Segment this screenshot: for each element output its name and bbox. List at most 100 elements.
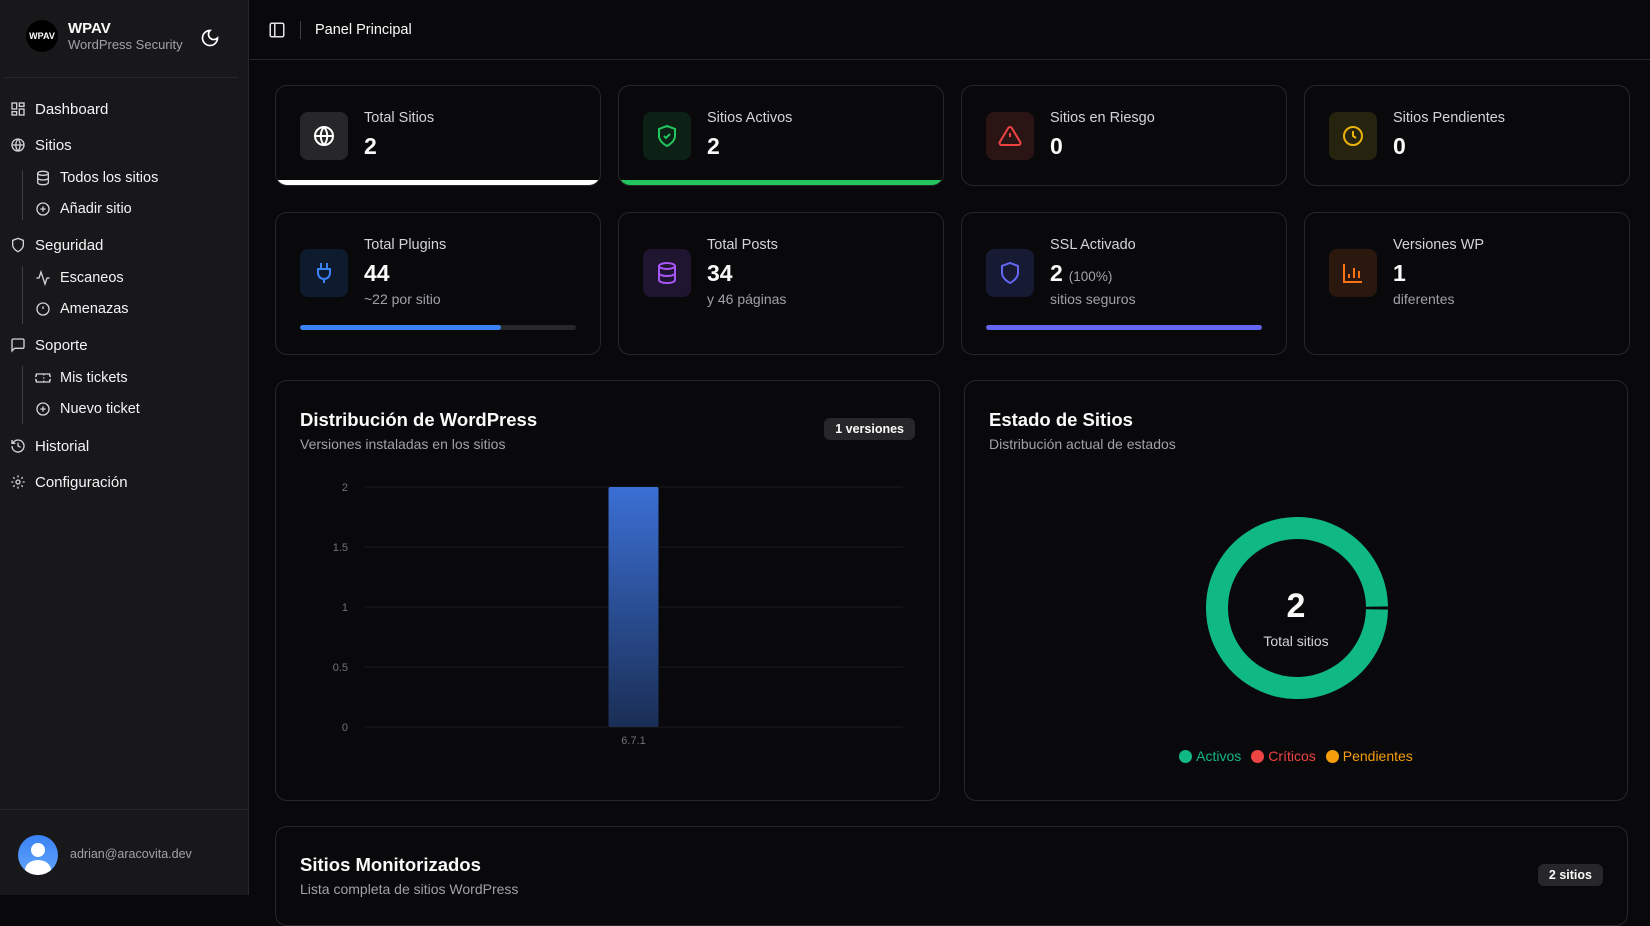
stat-label: Sitios Pendientes: [1393, 110, 1506, 126]
y-tick-label: 1: [342, 602, 348, 614]
stat-subtext: sitios seguros: [1050, 291, 1136, 307]
subnav-line: [22, 170, 23, 220]
y-tick-label: 0: [342, 722, 348, 734]
sidebar-item-amenazas[interactable]: Amenazas: [35, 297, 129, 321]
y-tick-label: 1.5: [333, 542, 348, 554]
legend-label: Activos: [1196, 748, 1242, 764]
sidebar-item-label: Todos los sitios: [60, 170, 159, 186]
stat-value: 0: [1393, 133, 1406, 159]
stat-label: Total Posts: [707, 237, 778, 253]
card-subtitle: Versiones instaladas en los sitios: [300, 436, 506, 452]
stat-bottom-bar: [619, 180, 943, 185]
brand[interactable]: WPAV WPAV WordPress Security: [26, 20, 183, 52]
stat-card-sitios-en-riesgo: Sitios en Riesgo 0: [961, 85, 1287, 186]
history-icon: [11, 439, 25, 453]
divider: [300, 20, 301, 39]
stat-card-sitios-activos: Sitios Activos 2: [618, 85, 944, 186]
stat-value: 2: [707, 133, 720, 159]
database-icon: [643, 249, 691, 297]
stat-label: Sitios en Riesgo: [1050, 110, 1155, 126]
stat-label: Versiones WP: [1393, 237, 1485, 253]
theme-toggle-moon-icon[interactable]: [200, 28, 220, 48]
legend-dot: [1179, 750, 1193, 763]
stat-label: SSL Activado: [1050, 237, 1136, 253]
stat-label: Total Sitios: [364, 110, 435, 126]
stat-value: 44: [364, 260, 390, 286]
stat-card-versiones-wp: Versiones WP 1 diferentes: [1304, 212, 1630, 355]
sidebar-item-label: Sitios: [35, 136, 72, 154]
y-tick-label: 2: [342, 482, 348, 494]
stat-label: Total Plugins: [364, 237, 447, 253]
legend-item-activos[interactable]: Activos: [1179, 748, 1241, 764]
sidebar-item-label: Soporte: [35, 336, 88, 354]
stat-bottom-bar: [276, 180, 600, 185]
sidebar-item-seguridad[interactable]: Seguridad: [10, 233, 103, 257]
plug-icon: [300, 249, 348, 297]
sidebar-item-label: Amenazas: [60, 301, 129, 317]
stat-card-total-plugins: Total Plugins 44 ~22 por sitio: [275, 212, 601, 355]
sidebar-item-label: Dashboard: [35, 100, 109, 118]
bar-6.7.1[interactable]: [608, 487, 659, 727]
sidebar-item-label: Añadir sitio: [60, 201, 132, 217]
legend-item-críticos[interactable]: Críticos: [1251, 748, 1316, 764]
stat-value: 2 (100%): [1050, 260, 1113, 286]
avatar[interactable]: [18, 835, 58, 875]
sidebar-toggle-icon[interactable]: [268, 21, 286, 39]
y-tick-label: 0.5: [333, 662, 348, 674]
sidebar-item-soporte[interactable]: Soporte: [10, 333, 88, 357]
donut-slice-activos[interactable]: [1206, 517, 1388, 699]
sidebar-item-escaneos[interactable]: Escaneos: [35, 266, 124, 290]
sidebar-item-configuración[interactable]: Configuración: [10, 470, 128, 494]
x-tick-label: 6.7.1: [621, 735, 645, 747]
sidebar-item-dashboard[interactable]: Dashboard: [10, 97, 108, 121]
legend-dot: [1325, 750, 1339, 763]
globe-icon: [300, 112, 348, 160]
legend-item-pendientes[interactable]: Pendientes: [1325, 748, 1413, 764]
bar-chart-icon: [1329, 249, 1377, 297]
brand-title: WPAV: [68, 20, 111, 37]
sidebar-item-nuevo-ticket[interactable]: Nuevo ticket: [35, 397, 140, 421]
divider: [4, 77, 238, 78]
stat-card-ssl-activado: SSL Activado 2 (100%) sitios seguros: [961, 212, 1287, 355]
user-email: adrian@aracovita.dev: [70, 847, 192, 861]
legend-label: Pendientes: [1342, 748, 1413, 764]
stat-card-total-posts: Total Posts 34 y 46 páginas: [618, 212, 944, 355]
shield-icon: [986, 249, 1034, 297]
activity-icon: [36, 270, 50, 286]
sidebar-item-label: Seguridad: [35, 236, 104, 254]
alert-circle-icon: [36, 302, 50, 316]
card-title: Distribución de WordPress: [300, 409, 538, 430]
bar-chart: 0 0.5 1 1.5 2 6.7.1: [333, 482, 903, 747]
message-square-icon: [11, 338, 25, 353]
sidebar: WPAV WPAV WordPress Security Dashboard Si…: [0, 0, 249, 895]
sidebar-item-todos-los-sitios[interactable]: Todos los sitios: [35, 166, 158, 190]
shield-icon: [12, 237, 24, 253]
stat-value: 34: [707, 260, 733, 286]
sidebar-item-sitios[interactable]: Sitios: [10, 133, 72, 157]
settings-icon: [11, 475, 25, 489]
sidebar-item-label: Historial: [35, 437, 90, 455]
wp-distribution-card: Distribución de WordPress Versiones inst…: [275, 380, 940, 801]
stat-card-sitios-pendientes: Sitios Pendientes 0: [1304, 85, 1630, 186]
globe-icon: [11, 138, 25, 152]
legend-label: Críticos: [1268, 748, 1316, 764]
stat-extra: (100%): [1068, 269, 1113, 284]
donut-center-label: Total sitios: [1263, 633, 1329, 649]
sidebar-item-label: Escaneos: [60, 270, 124, 286]
versions-badge: 1 versiones: [824, 418, 915, 440]
sidebar-item-añadir-sitio[interactable]: Añadir sitio: [35, 197, 132, 221]
sidebar-item-label: Configuración: [35, 473, 128, 491]
donut-center-value: 2: [1286, 587, 1306, 625]
stat-value: 1: [1393, 260, 1406, 286]
stat-progress-bar: [300, 325, 576, 330]
sidebar-item-historial[interactable]: Historial: [10, 434, 89, 458]
stat-value: 0: [1050, 133, 1063, 159]
monitored-sites-card: Sitios Monitorizados Lista completa de s…: [275, 826, 1628, 926]
stat-card-total-sitios: Total Sitios 2: [275, 85, 601, 186]
plus-circle-icon: [36, 402, 50, 416]
user-footer[interactable]: adrian@aracovita.dev: [0, 809, 249, 895]
subnav-line: [22, 266, 23, 324]
database-icon: [37, 170, 49, 186]
sidebar-item-mis-tickets[interactable]: Mis tickets: [35, 366, 128, 390]
card-subtitle: Lista completa de sitios WordPress: [300, 881, 519, 897]
